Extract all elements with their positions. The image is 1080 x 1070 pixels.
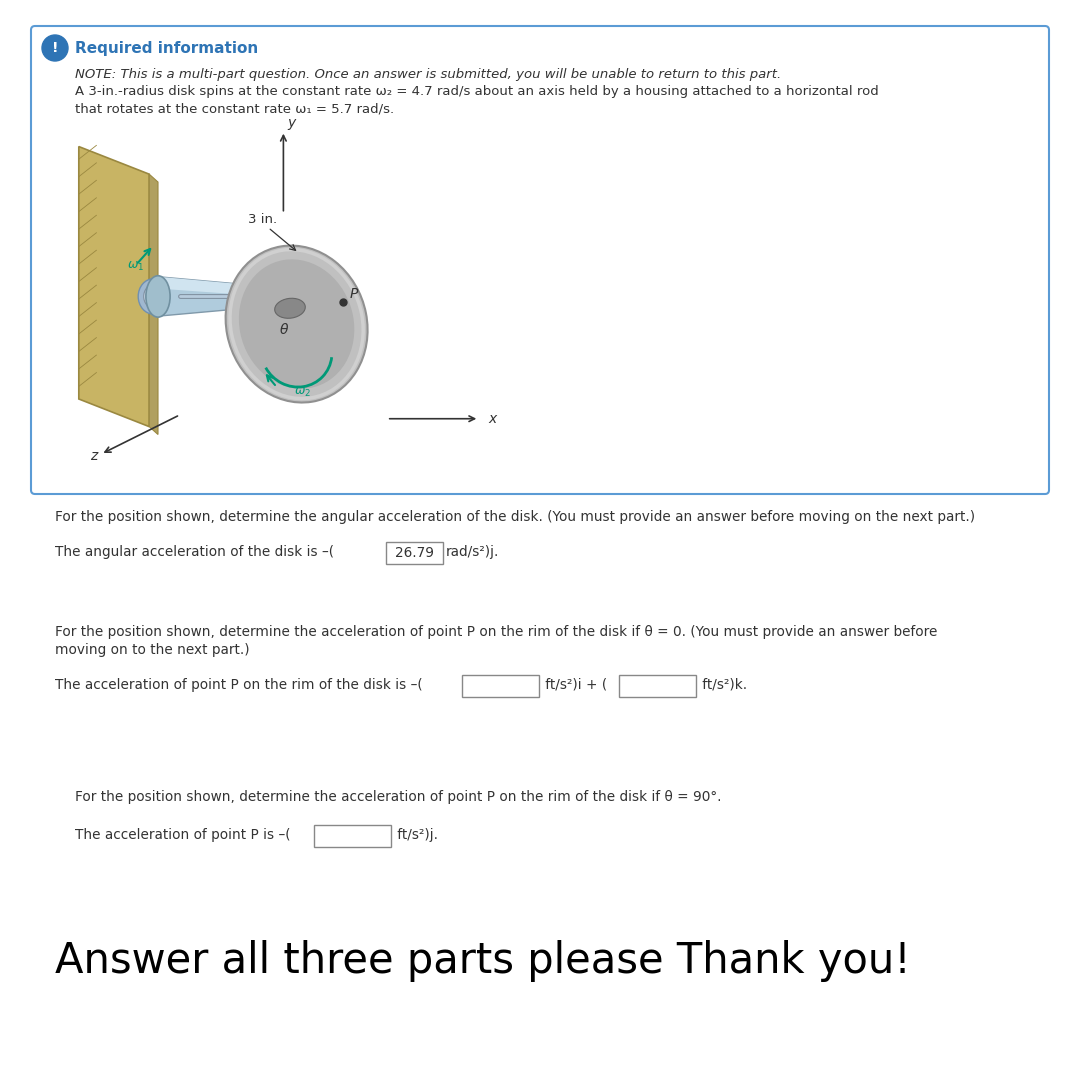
Text: that rotates at the constant rate ω₁ = 5.7 rad/s.: that rotates at the constant rate ω₁ = 5… — [75, 102, 394, 114]
Text: 26.79: 26.79 — [395, 546, 434, 560]
Circle shape — [42, 35, 68, 61]
Text: moving on to the next part.): moving on to the next part.) — [55, 643, 249, 657]
Ellipse shape — [274, 299, 306, 318]
FancyBboxPatch shape — [462, 675, 539, 697]
Text: For the position shown, determine the acceleration of point P on the rim of the : For the position shown, determine the ac… — [75, 790, 721, 804]
Text: $\theta$: $\theta$ — [279, 322, 289, 337]
Text: ft/s²)k.: ft/s²)k. — [698, 678, 747, 692]
Text: Answer all three parts please Thank you!: Answer all three parts please Thank you! — [55, 941, 910, 982]
Text: ft/s²)j.: ft/s²)j. — [393, 828, 438, 842]
Polygon shape — [149, 174, 158, 434]
Polygon shape — [158, 277, 268, 296]
Polygon shape — [79, 147, 149, 427]
Text: $\omega_2$: $\omega_2$ — [295, 386, 311, 399]
Text: !: ! — [52, 41, 58, 55]
Text: NOTE: This is a multi-part question. Once an answer is submitted, you will be un: NOTE: This is a multi-part question. Onc… — [75, 68, 781, 81]
Text: ft/s²)i + (: ft/s²)i + ( — [541, 678, 607, 692]
Text: rad/s²)j.: rad/s²)j. — [446, 545, 499, 559]
Text: x: x — [488, 412, 496, 426]
Text: The acceleration of point P on the rim of the disk is –(: The acceleration of point P on the rim o… — [55, 678, 422, 692]
Ellipse shape — [226, 246, 367, 402]
Text: Required information: Required information — [75, 41, 258, 56]
Text: z: z — [90, 449, 97, 463]
FancyBboxPatch shape — [31, 26, 1049, 494]
Ellipse shape — [144, 285, 163, 308]
Text: For the position shown, determine the angular acceleration of the disk. (You mus: For the position shown, determine the an… — [55, 510, 975, 524]
Text: For the position shown, determine the acceleration of point P on the rim of the : For the position shown, determine the ac… — [55, 625, 937, 639]
Text: A 3-in.-radius disk spins at the constant rate ω₂ = 4.7 rad/s about an axis held: A 3-in.-radius disk spins at the constan… — [75, 85, 879, 98]
FancyBboxPatch shape — [386, 542, 443, 564]
Text: y: y — [287, 116, 296, 129]
Ellipse shape — [146, 276, 171, 317]
Text: The acceleration of point P is –(: The acceleration of point P is –( — [75, 828, 291, 842]
Text: The angular acceleration of the disk is –(: The angular acceleration of the disk is … — [55, 545, 334, 559]
FancyBboxPatch shape — [619, 675, 696, 697]
Ellipse shape — [138, 278, 168, 315]
Polygon shape — [158, 277, 268, 316]
Text: $\omega_1$: $\omega_1$ — [127, 260, 145, 273]
Text: P: P — [350, 288, 357, 302]
FancyBboxPatch shape — [314, 825, 391, 847]
Ellipse shape — [239, 259, 354, 388]
Text: 3 in.: 3 in. — [248, 214, 278, 227]
